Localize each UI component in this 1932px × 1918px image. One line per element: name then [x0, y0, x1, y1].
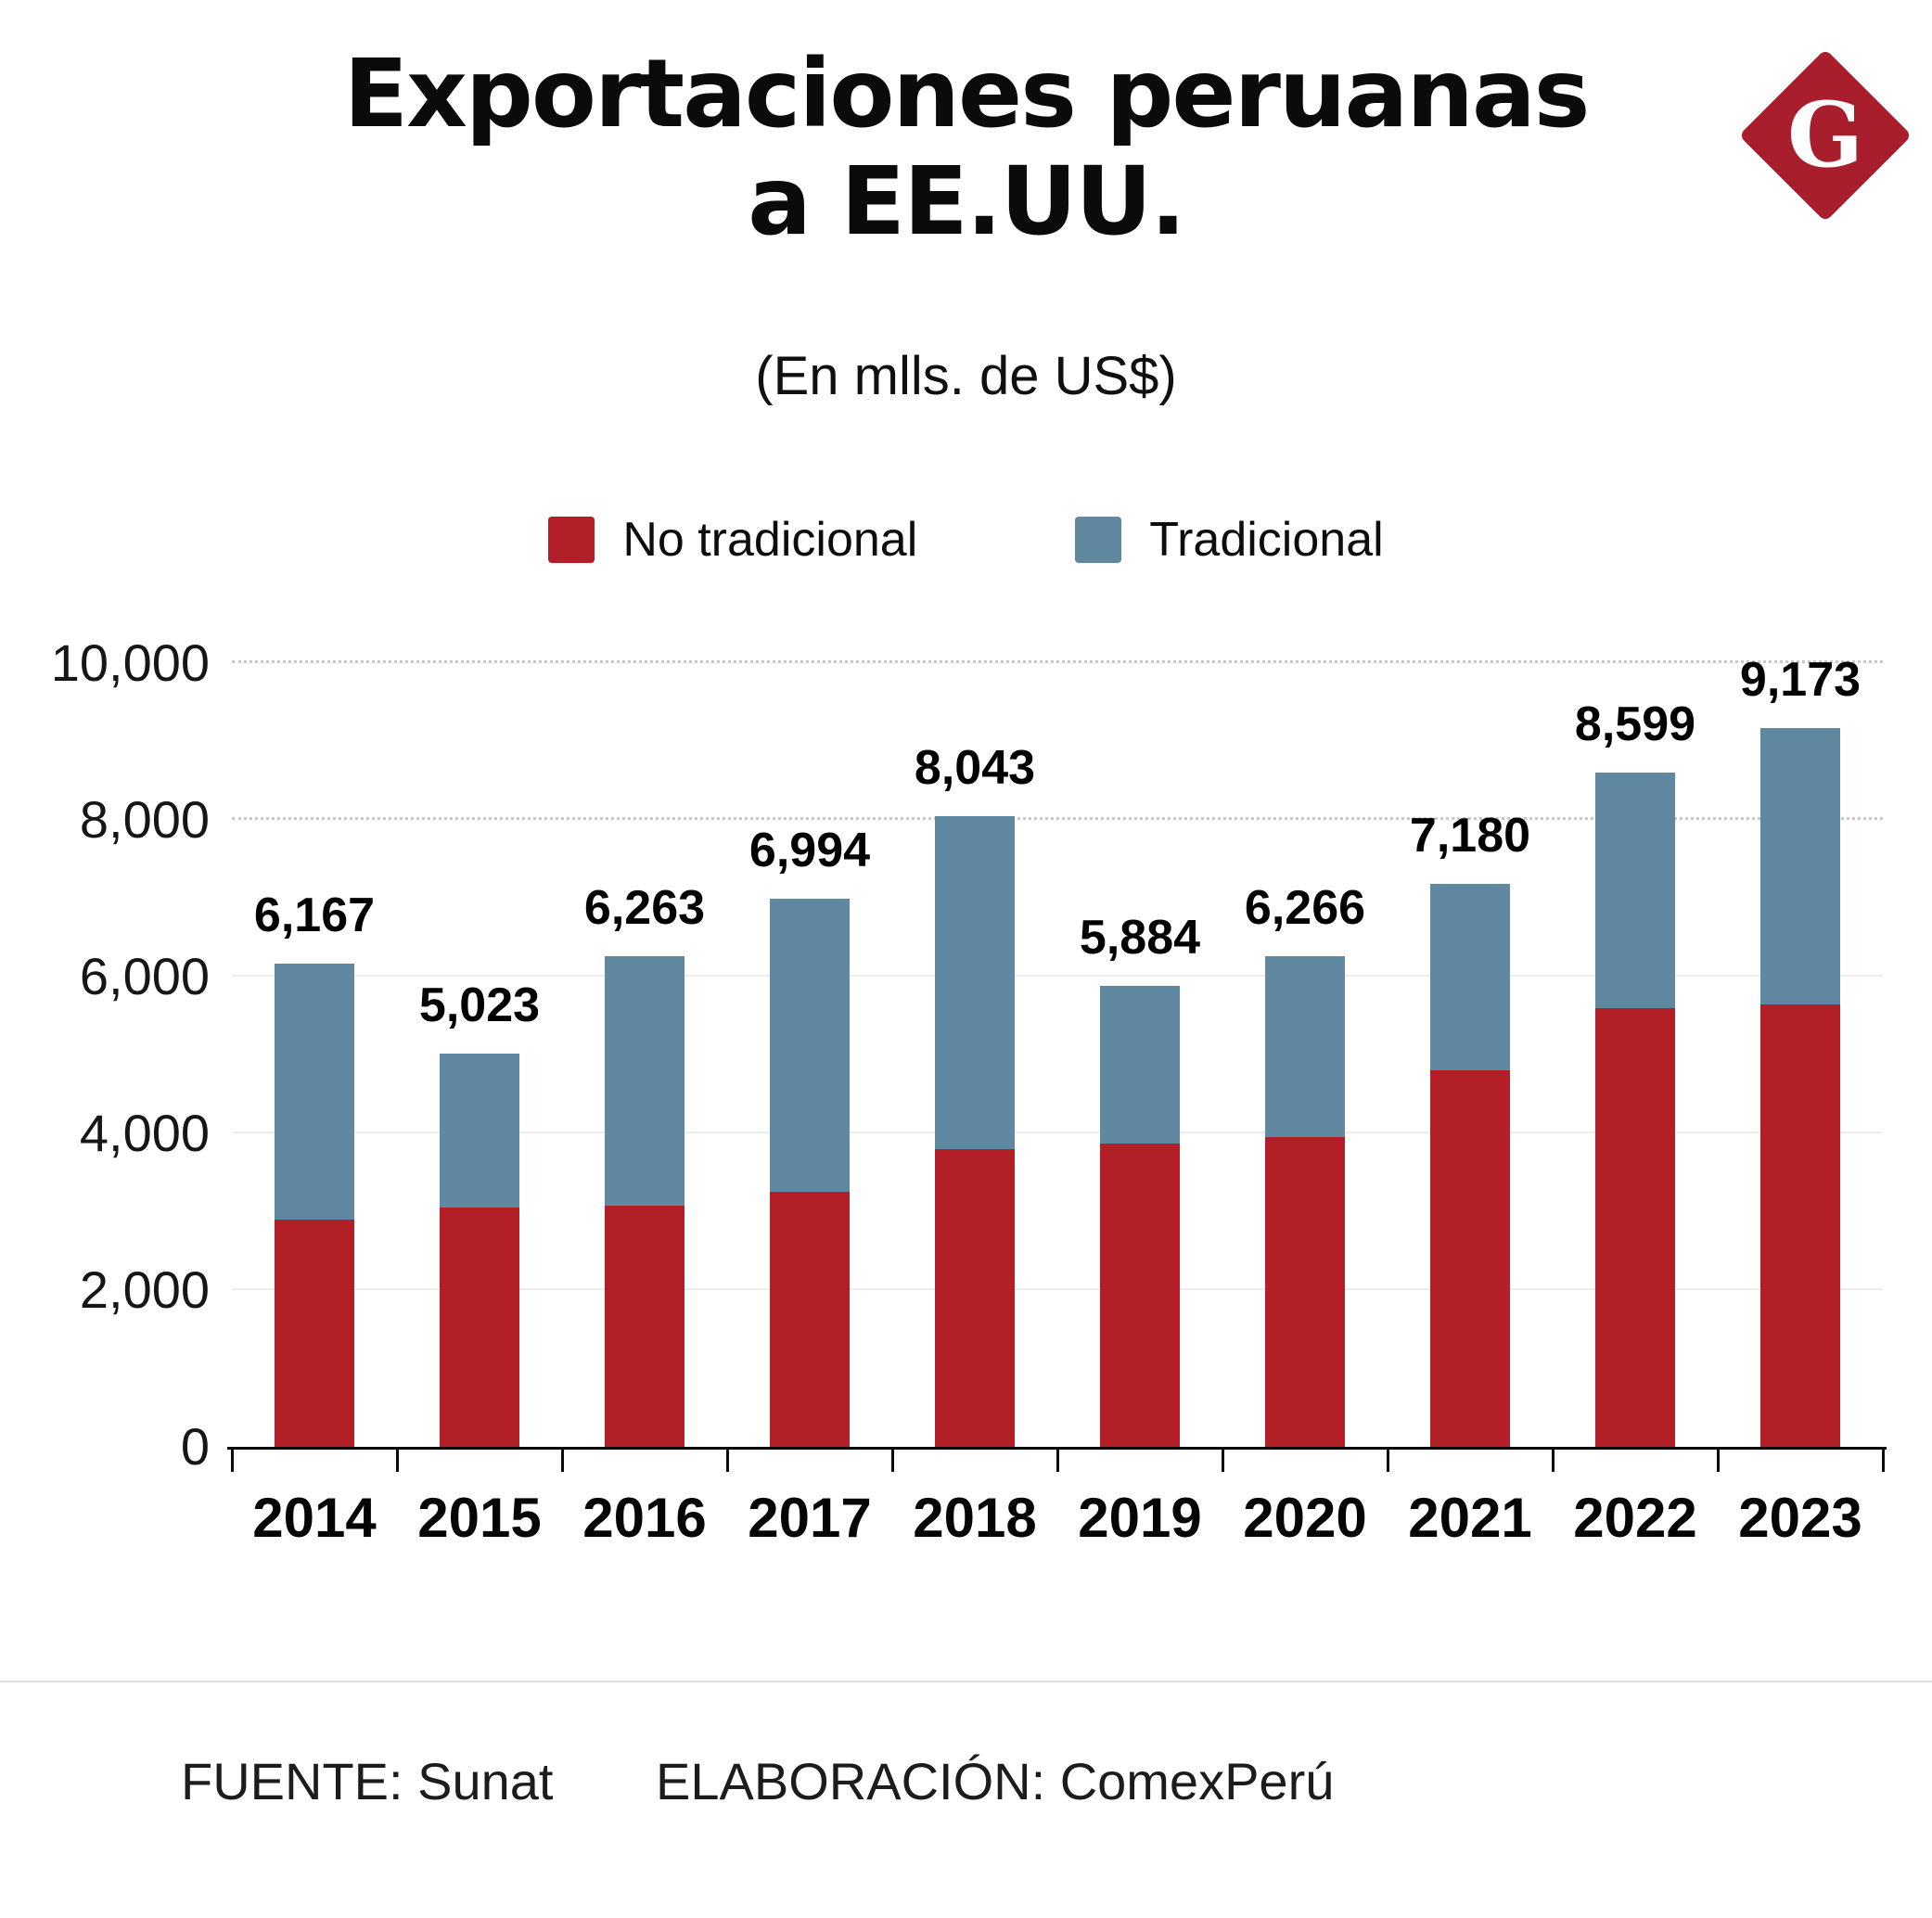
chart-subtitle: (En mlls. de US$) [755, 346, 1177, 406]
bar-segment-no-tradicional-2015 [440, 1208, 519, 1447]
legend-label-tradicional: Tradicional [1149, 513, 1384, 567]
legend-swatch-no-tradicional-icon [548, 517, 595, 563]
bar-2015 [440, 1053, 519, 1447]
x-axis-tick-mark [725, 1447, 729, 1472]
bar-segment-no-tradicional-2019 [1100, 1144, 1180, 1447]
bar-segment-no-tradicional-2016 [605, 1205, 685, 1447]
x-axis-tick-label-2019: 2019 [1078, 1487, 1202, 1549]
bar-2019 [1100, 985, 1180, 1447]
total-label-2015: 5,023 [418, 978, 541, 1032]
bar-segment-tradicional-2015 [440, 1053, 519, 1208]
bar-segment-no-tradicional-2014 [275, 1219, 354, 1447]
chart-title-line2: a EE.UU. [748, 147, 1186, 258]
x-axis-tick-label-2015: 2015 [417, 1487, 542, 1549]
bar-2018 [935, 816, 1015, 1447]
bar-segment-no-tradicional-2017 [770, 1192, 850, 1447]
chart-legend: No tradicional Tradicional [0, 512, 1932, 568]
bar-2016 [605, 955, 685, 1447]
x-axis-tick-mark [1386, 1447, 1389, 1472]
legend-item-tradicional: Tradicional [1075, 512, 1384, 568]
total-label-2020: 6,266 [1244, 880, 1366, 935]
source-text: FUENTE: Sunat [181, 1752, 554, 1810]
total-label-2014: 6,167 [253, 888, 376, 942]
total-label-2023: 9,173 [1739, 652, 1862, 707]
footer-divider [0, 1681, 1932, 1682]
x-axis-tick-label-2014: 2014 [252, 1487, 377, 1549]
gridline-2,000 [232, 1288, 1883, 1290]
stacked-bar-chart-plot: 6,167 5,023 6,263 6,994 8,043 5,884 6,266 7,180… [227, 653, 1887, 1472]
x-axis-tick-mark [1551, 1447, 1555, 1472]
legend-item-no-tradicional: No tradicional [548, 512, 917, 568]
gridline-4,000 [232, 1132, 1883, 1133]
x-axis-tick-mark [560, 1447, 564, 1472]
y-axis-labels: 0 2,000 4,000 6,000 8,000 10,000 [0, 633, 210, 1476]
x-axis-tick-label-2018: 2018 [913, 1487, 1037, 1549]
x-axis-tick-mark [890, 1447, 894, 1472]
gridline-10,000 [232, 660, 1883, 663]
total-label-2021: 7,180 [1409, 809, 1531, 863]
x-axis-tick-mark [1881, 1447, 1885, 1472]
bar-segment-tradicional-2022 [1595, 773, 1675, 1008]
bar-segment-no-tradicional-2021 [1430, 1070, 1510, 1447]
y-axis-tick-label-4,000: 4,000 [79, 1104, 210, 1162]
x-axis-tick-mark [230, 1447, 234, 1472]
legend-label-no-tradicional: No tradicional [622, 513, 918, 567]
x-axis-tick-mark [395, 1447, 399, 1472]
x-axis-tick-mark [1056, 1447, 1059, 1472]
bar-segment-tradicional-2016 [605, 955, 685, 1206]
gridline-8,000 [232, 817, 1883, 820]
total-label-2017: 6,994 [748, 824, 871, 878]
bar-2014 [275, 963, 354, 1447]
x-axis-tick-label-2022: 2022 [1573, 1487, 1697, 1549]
gridline-6,000 [232, 975, 1883, 977]
total-label-2022: 8,599 [1574, 697, 1696, 752]
bar-segment-tradicional-2020 [1265, 955, 1345, 1138]
bar-segment-tradicional-2023 [1760, 727, 1840, 1004]
total-label-2019: 5,884 [1079, 910, 1201, 965]
y-axis-tick-label-0: 0 [180, 1417, 210, 1476]
y-axis-tick-label-2,000: 2,000 [79, 1260, 210, 1319]
bar-segment-tradicional-2019 [1100, 985, 1180, 1144]
x-axis-tick-mark [1716, 1447, 1720, 1472]
bar-segment-tradicional-2021 [1430, 884, 1510, 1071]
chart-title: Exportaciones peruanas a EE.UU. [0, 39, 1932, 258]
total-label-2016: 6,263 [583, 880, 706, 935]
elaboration-text: ELABORACIÓN: ComexPerú [656, 1752, 1335, 1810]
x-axis-tick-label-2016: 2016 [582, 1487, 707, 1549]
chart-title-line1: Exportaciones peruanas [343, 39, 1590, 149]
x-axis-tick-label-2017: 2017 [748, 1487, 872, 1549]
x-axis-labels: 2014 2015 2016 2017 2018 2019 2020 2021 2022 2023 [232, 1486, 1883, 1560]
x-axis-tick-label-2021: 2021 [1408, 1487, 1532, 1549]
bar-2020 [1265, 955, 1345, 1447]
bar-2022 [1595, 773, 1675, 1447]
y-axis-tick-label-10,000: 10,000 [50, 633, 210, 692]
bar-2023 [1760, 727, 1840, 1447]
bar-segment-no-tradicional-2022 [1595, 1007, 1675, 1447]
source-note: FUENTE: Sunat ELABORACIÓN: ComexPerú [181, 1751, 1334, 1811]
y-axis-tick-label-8,000: 8,000 [79, 790, 210, 849]
bar-2017 [770, 899, 850, 1447]
y-axis-tick-label-6,000: 6,000 [79, 947, 210, 1005]
x-axis-tick-mark [1221, 1447, 1224, 1472]
bar-segment-tradicional-2014 [275, 963, 354, 1220]
bar-segment-tradicional-2017 [770, 899, 850, 1193]
bar-segment-no-tradicional-2023 [1760, 1004, 1840, 1447]
x-axis-tick-label-2023: 2023 [1738, 1487, 1862, 1549]
legend-swatch-tradicional-icon [1075, 517, 1122, 563]
bar-segment-no-tradicional-2020 [1265, 1137, 1345, 1447]
x-axis-tick-label-2020: 2020 [1243, 1487, 1367, 1549]
bar-segment-tradicional-2018 [935, 816, 1015, 1149]
bar-2021 [1430, 884, 1510, 1447]
bar-segment-no-tradicional-2018 [935, 1148, 1015, 1447]
total-label-2018: 8,043 [914, 741, 1036, 796]
